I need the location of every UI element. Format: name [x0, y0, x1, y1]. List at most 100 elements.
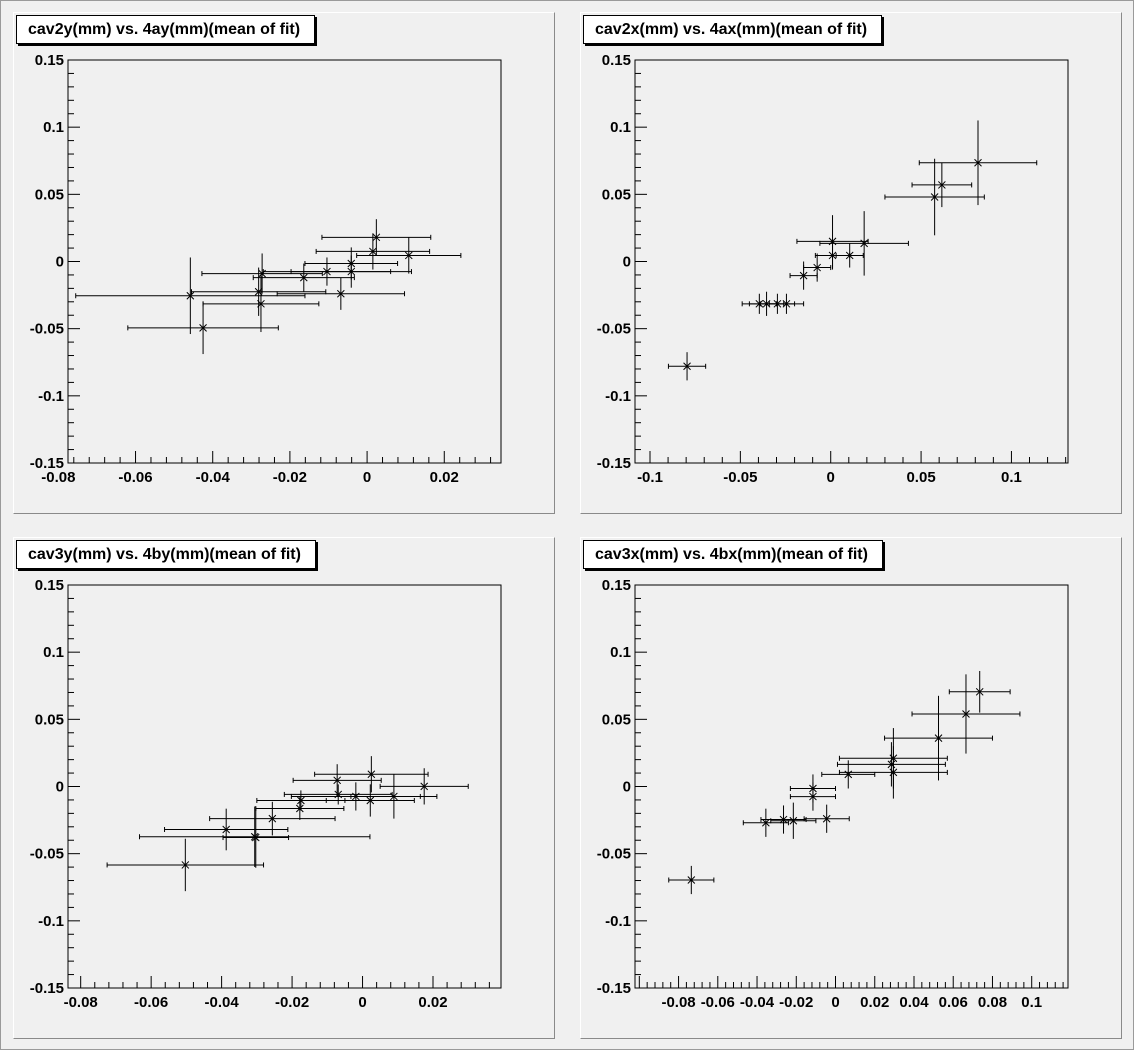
data-point	[209, 801, 336, 836]
y-tick-label: -0.1	[38, 913, 64, 930]
y-tick-label: -0.15	[30, 455, 64, 472]
point-marker	[372, 233, 381, 242]
data-point	[292, 764, 382, 797]
data-point	[315, 233, 431, 270]
y-tick-label: 0	[56, 779, 64, 796]
pad-cav3y-vs-4by[interactable]: -0.15 -0.1 -0.05 0 0.05 0.1 0.15 -0.08 -0.06 -0.0…	[13, 537, 555, 1039]
x-tick-label: 0.06	[939, 994, 968, 1011]
data-point	[667, 352, 707, 381]
point-marker	[390, 792, 398, 801]
y-tick-label: 0.15	[602, 52, 631, 69]
x-tick-label: 0.1	[1021, 994, 1042, 1011]
y-tick-label: -0.05	[30, 321, 64, 338]
data-point	[803, 804, 850, 833]
data-point	[350, 774, 438, 819]
point-marker	[683, 362, 691, 371]
data-point	[106, 838, 265, 892]
x-tick-label: -0.08	[64, 994, 98, 1011]
point-marker	[420, 782, 429, 791]
x-tick-label: -0.02	[779, 994, 813, 1011]
point-marker	[799, 271, 808, 280]
y-tick-label: 0	[623, 779, 631, 796]
y-tick-label: 0	[623, 254, 631, 271]
y-tick-label: 0.05	[35, 711, 64, 728]
y-tick-label: 0.1	[43, 119, 64, 136]
point-marker	[186, 291, 195, 300]
pad-cav2x-vs-4ax[interactable]: -0.15 -0.1 -0.05 0 0.05 0.1 0.15 -0.1 -0.05 0 0.05…	[580, 12, 1122, 514]
point-marker	[845, 251, 854, 260]
point-marker	[299, 273, 308, 282]
point-marker	[181, 861, 190, 869]
data-point	[290, 255, 412, 288]
point-marker	[822, 814, 831, 823]
point-marker	[251, 833, 260, 842]
data-point	[838, 728, 948, 789]
data-point	[164, 808, 289, 851]
point-marker	[333, 776, 342, 785]
point-marker	[889, 754, 898, 763]
data-point	[911, 162, 973, 208]
y-tick-label: 0	[56, 254, 64, 271]
point-marker	[347, 267, 356, 276]
x-tick-label: 0.04	[899, 994, 929, 1011]
point-marker	[975, 687, 984, 696]
point-marker	[789, 816, 798, 825]
plot-title: cav3y(mm) vs. 4by(mm)(mean of fit)	[16, 540, 316, 569]
data-point	[668, 865, 715, 895]
point-marker	[962, 710, 970, 718]
data-point	[325, 784, 415, 817]
data-point	[768, 293, 805, 314]
point-marker	[813, 263, 822, 272]
y-tick-label: -0.05	[597, 846, 631, 863]
x-tick-label: -0.06	[701, 994, 735, 1011]
point-marker	[404, 251, 413, 260]
x-tick-label: 0	[827, 469, 835, 486]
data-point	[379, 768, 469, 805]
point-marker	[366, 796, 375, 805]
data-point	[760, 805, 807, 834]
plot-frame	[634, 59, 1069, 464]
point-marker	[369, 247, 377, 256]
y-tick-label: -0.1	[605, 913, 631, 930]
x-tick-label: -0.1	[637, 469, 663, 486]
data-point	[75, 257, 306, 335]
data-point	[948, 670, 1011, 713]
plot-frame	[634, 584, 1069, 989]
x-tick-label: 0.08	[978, 994, 1007, 1011]
y-tick-label: 0.15	[35, 577, 64, 594]
y-tick-label: 0.05	[35, 186, 64, 203]
data-point	[222, 807, 290, 868]
y-tick-label: 0.05	[602, 711, 631, 728]
data-point	[836, 742, 946, 787]
pad-cav2y-vs-4ay[interactable]: -0.15 -0.1 -0.05 0 0.05 0.1 0.15 -0.08 -0.06 -0.0…	[13, 12, 555, 514]
data-point	[796, 215, 869, 268]
data-point	[190, 267, 327, 316]
point-marker	[367, 770, 376, 779]
point-marker	[222, 825, 231, 834]
pad-cav3x-vs-4bx[interactable]: -0.15 -0.1 -0.05 0 0.05 0.1 0.15 -0.08 -0.06 -0.0…	[580, 537, 1122, 1039]
x-tick-label: 0	[363, 469, 371, 486]
point-marker	[268, 814, 277, 823]
point-marker	[336, 289, 345, 298]
plot-title: cav2y(mm) vs. 4ay(mm)(mean of fit)	[16, 15, 316, 44]
plot-frame	[67, 59, 502, 464]
data-point	[911, 674, 1021, 754]
data-point	[127, 301, 279, 355]
y-tick-label: 0.1	[610, 119, 631, 136]
point-marker	[930, 193, 939, 201]
y-tick-label: -0.1	[38, 388, 64, 405]
data-point	[255, 797, 345, 820]
point-marker	[779, 815, 788, 824]
y-tick-label: -0.05	[30, 846, 64, 863]
y-tick-label: -0.15	[597, 980, 631, 997]
data-point	[321, 219, 432, 256]
data-point	[314, 756, 429, 793]
y-tick-label: -0.15	[597, 455, 631, 472]
data-point	[276, 277, 406, 310]
y-tick-label: -0.05	[597, 321, 631, 338]
plot-title: cav3x(mm) vs. 4bx(mm)(mean of fit)	[583, 540, 883, 569]
x-tick-label: -0.04	[205, 994, 240, 1011]
y-tick-label: 0.1	[610, 644, 631, 661]
data-point	[789, 782, 837, 811]
y-tick-label: 0.15	[35, 52, 64, 69]
